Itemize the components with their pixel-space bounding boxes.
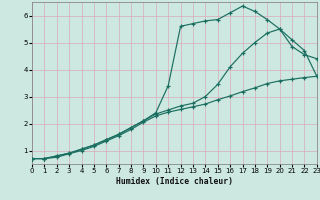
X-axis label: Humidex (Indice chaleur): Humidex (Indice chaleur) xyxy=(116,177,233,186)
